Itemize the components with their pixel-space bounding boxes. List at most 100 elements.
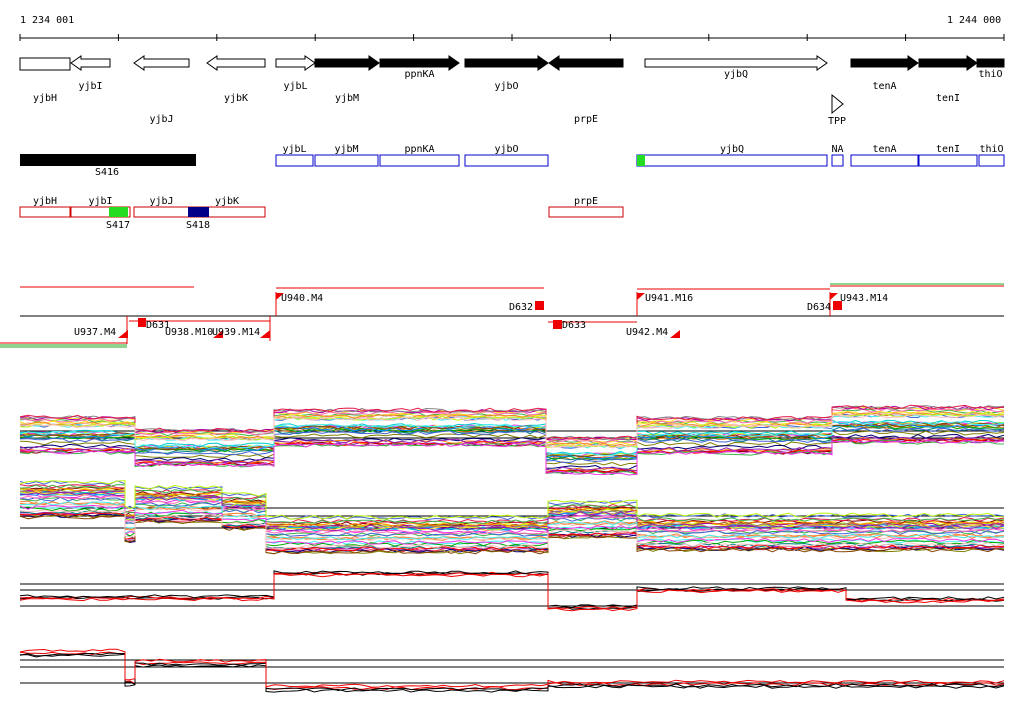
transcript-prpe[interactable]: prpE (548, 196, 624, 218)
transcript-box (636, 154, 828, 167)
transcript-box (850, 154, 919, 167)
profile-curve (19, 570, 1005, 609)
expression-profile-panels (19, 404, 1005, 693)
forward-profile-panel-summary (19, 570, 1005, 612)
shift-label-d633: D633 (562, 320, 586, 331)
gene-arrow-shape (275, 55, 316, 71)
gene-label: yjbK (224, 93, 248, 104)
profile-curve (19, 423, 1005, 460)
gene-yjbo[interactable]: yjbO (464, 55, 549, 92)
upshift-marker[interactable] (118, 330, 128, 338)
gene-yjbk[interactable]: yjbK (206, 55, 266, 104)
transcript-yjbl[interactable]: yjbL (275, 144, 314, 167)
profile-curve (19, 430, 1005, 467)
profile-curve (19, 427, 1005, 463)
gene-arrow-shape (548, 55, 624, 71)
profile-curve (19, 496, 1005, 537)
transcript-label: yjbK (215, 196, 239, 207)
shift-track: D631 D632 D633 D634 U937.M4 U938.M10 U93… (0, 283, 1004, 348)
transcript-yjbh[interactable]: yjbH (19, 196, 71, 218)
riboswitch-feature[interactable]: TPP (828, 93, 846, 127)
downshift-marker[interactable] (833, 301, 842, 310)
transcript-ppnka[interactable]: ppnKA (379, 144, 460, 167)
profile-curve (19, 405, 1005, 441)
transcript-yjbi[interactable]: yjbI (70, 196, 131, 218)
downshift-marker[interactable] (553, 320, 562, 329)
forward-transcript-track: yjbL yjbM ppnKA yjbO yjbQ NA tenA tenI thiO (275, 144, 1005, 167)
transcript-box (464, 154, 549, 167)
shift-label-d631: D631 (146, 320, 170, 331)
gene-yjbq[interactable]: yjbQ (644, 55, 828, 80)
shift-label-u942: U942.M4 (626, 327, 668, 338)
profile-curve (19, 426, 1005, 461)
profile-curve (19, 439, 1005, 476)
profile-curve (19, 404, 1005, 441)
segment-s416[interactable]: S416 (20, 154, 196, 178)
transcript-label: tenI (936, 144, 960, 155)
gene-label: yjbJ (149, 114, 173, 125)
gene-thio[interactable]: thiO (976, 58, 1005, 80)
profile-curve (19, 512, 1005, 552)
gene-annotation-track: yjbH yjbI yjbJ yjbK yjbL yjbM ppnKA yjbO prpE yjb… (19, 55, 1005, 125)
transcript-label: thiO (979, 144, 1003, 155)
profile-curve (19, 435, 1005, 472)
transcript-yjbo[interactable]: yjbO (464, 144, 549, 167)
gene-yjbj[interactable]: yjbJ (133, 55, 190, 125)
shift-label-d634: D634 (807, 302, 831, 313)
gene-label: thiO (978, 69, 1002, 80)
transcript-yjbm[interactable]: yjbM (314, 144, 379, 167)
gene-arrow-shape (133, 55, 190, 71)
shift-label-u937: U937.M4 (74, 327, 116, 338)
upshift-marker[interactable] (213, 330, 223, 338)
upshift-marker[interactable] (670, 330, 680, 338)
downshift-marker[interactable] (535, 301, 544, 310)
segment-s416-label: S416 (95, 167, 119, 178)
transcript-box (831, 154, 844, 167)
segment-s418[interactable]: S418 (186, 207, 210, 231)
transcript-teni[interactable]: tenI (918, 144, 978, 167)
transcript-label: tenA (872, 144, 896, 155)
upshift-marker[interactable] (260, 330, 270, 338)
profile-curve (19, 652, 1005, 692)
transcript-thio[interactable]: thiO (978, 144, 1005, 167)
segment-s417-label: S417 (106, 220, 130, 231)
transcript-label: prpE (574, 196, 598, 207)
gene-teni[interactable]: tenI (918, 55, 978, 104)
segment-s418-box (188, 207, 209, 217)
gene-yjbl[interactable]: yjbL (275, 55, 316, 92)
upshift-marker[interactable] (830, 293, 838, 300)
gene-yjbh[interactable]: yjbH (19, 57, 71, 104)
gene-arrow-shape (206, 55, 266, 71)
profile-curve (19, 433, 1005, 470)
transcript-label: yjbI (88, 196, 112, 207)
profile-curve (19, 501, 1005, 541)
segment-s417-box (109, 207, 128, 217)
transcript-box (70, 206, 131, 218)
transcript-box (19, 206, 71, 218)
profile-curve (19, 480, 1005, 520)
segment-s417[interactable]: S417 (106, 207, 130, 231)
upshift-marker[interactable] (276, 293, 284, 300)
transcript-tena[interactable]: tenA (850, 144, 919, 167)
transcript-yjbj[interactable]: yjbJ (133, 196, 190, 218)
gene-tena[interactable]: tenA (850, 55, 919, 92)
gene-label: yjbI (78, 81, 102, 92)
transcript-na[interactable]: NA (831, 144, 844, 167)
gene-yjbi[interactable]: yjbI (70, 55, 111, 92)
profile-curve (19, 648, 1005, 688)
transcript-yjbq[interactable]: yjbQ (636, 144, 828, 167)
gene-prpe[interactable]: prpE (548, 55, 624, 125)
gene-ppnka[interactable]: ppnKA (379, 55, 460, 80)
yjbq-start-marker (637, 155, 645, 166)
reverse-profile-panel-all (19, 480, 1005, 555)
downshift-marker[interactable] (138, 318, 146, 327)
gene-arrow-shape (918, 55, 978, 71)
profile-curve (19, 491, 1005, 532)
upshift-marker[interactable] (637, 293, 645, 300)
gene-yjbm[interactable]: yjbM (314, 55, 380, 104)
gene-label: prpE (574, 114, 598, 125)
transcript-box (548, 206, 624, 218)
ruler-ticks (19, 34, 1005, 41)
reverse-profile-panel-summary (19, 648, 1005, 693)
